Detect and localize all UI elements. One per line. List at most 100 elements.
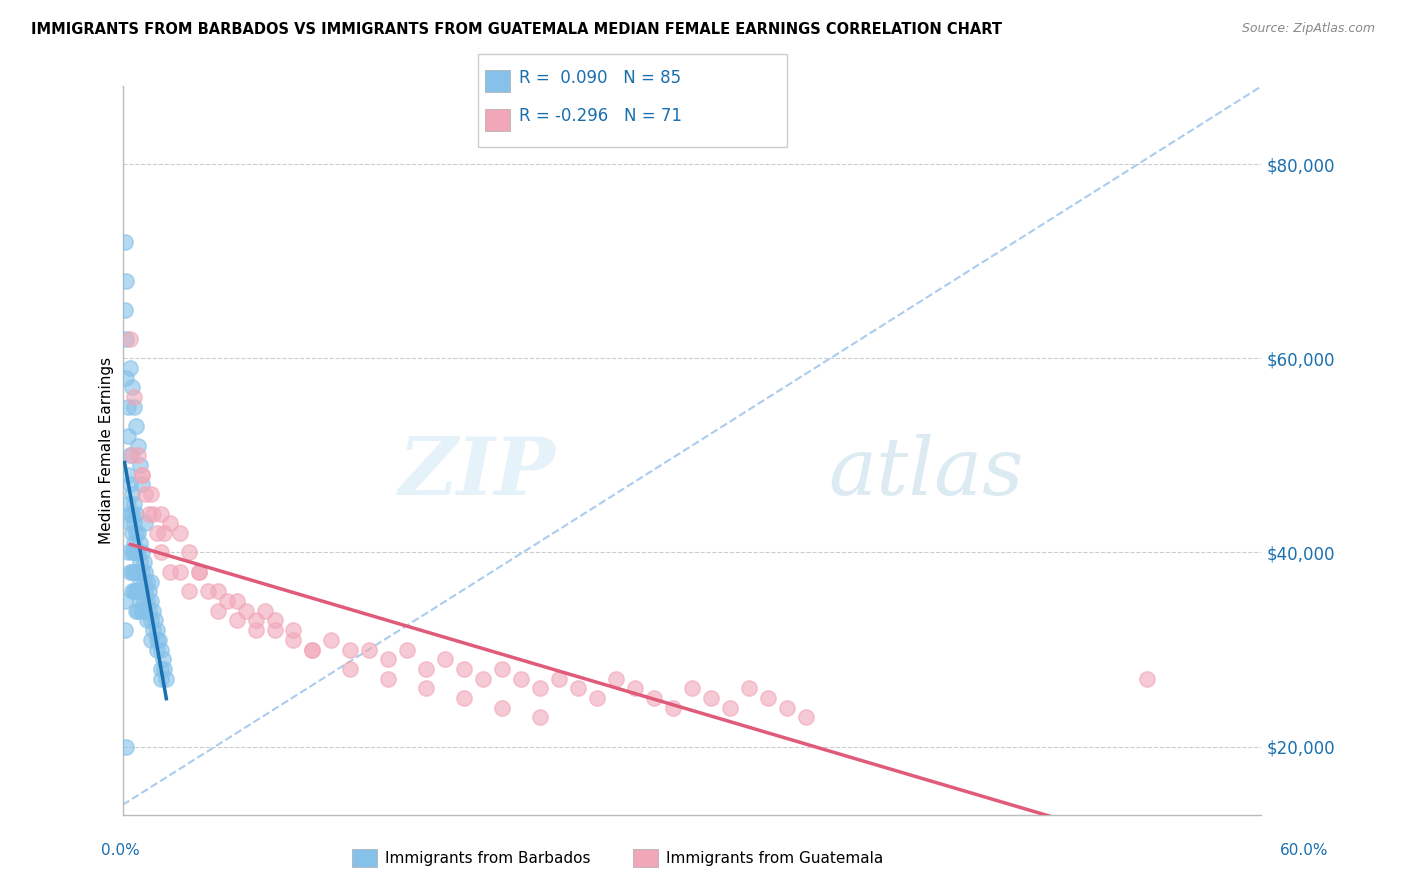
Point bbox=[141, 594, 163, 608]
Point bbox=[283, 623, 305, 637]
Point bbox=[120, 477, 142, 491]
Point bbox=[283, 632, 305, 647]
Point bbox=[321, 632, 343, 647]
Point bbox=[179, 584, 201, 599]
Point bbox=[235, 604, 257, 618]
Text: Immigrants from Barbados: Immigrants from Barbados bbox=[385, 851, 591, 865]
Point bbox=[136, 594, 159, 608]
Point bbox=[115, 370, 138, 384]
Point bbox=[146, 642, 169, 657]
Point bbox=[115, 739, 138, 754]
Point bbox=[117, 497, 139, 511]
Point bbox=[128, 594, 150, 608]
Point bbox=[263, 613, 285, 627]
Point bbox=[127, 448, 149, 462]
Point bbox=[121, 487, 143, 501]
Point bbox=[125, 507, 148, 521]
Point bbox=[415, 662, 437, 676]
Point bbox=[121, 448, 143, 462]
Point bbox=[149, 507, 172, 521]
Point bbox=[131, 604, 153, 618]
Point bbox=[149, 545, 172, 559]
Y-axis label: Median Female Earnings: Median Female Earnings bbox=[100, 357, 114, 544]
Point bbox=[128, 535, 150, 549]
Point bbox=[586, 691, 609, 706]
Point bbox=[136, 613, 159, 627]
Point bbox=[146, 632, 169, 647]
Point bbox=[141, 487, 163, 501]
Point bbox=[136, 574, 159, 589]
Point bbox=[415, 681, 437, 696]
Point bbox=[643, 691, 665, 706]
Point bbox=[128, 458, 150, 472]
Point bbox=[131, 477, 153, 491]
Text: Immigrants from Guatemala: Immigrants from Guatemala bbox=[666, 851, 884, 865]
Point bbox=[134, 584, 156, 599]
Point bbox=[115, 274, 138, 288]
Point bbox=[120, 516, 142, 531]
Text: IMMIGRANTS FROM BARBADOS VS IMMIGRANTS FROM GUATEMALA MEDIAN FEMALE EARNINGS COR: IMMIGRANTS FROM BARBADOS VS IMMIGRANTS F… bbox=[31, 22, 1002, 37]
Point bbox=[115, 332, 138, 346]
Point bbox=[187, 565, 209, 579]
Point bbox=[153, 662, 176, 676]
Point bbox=[122, 535, 145, 549]
Point bbox=[700, 691, 723, 706]
Point bbox=[756, 691, 779, 706]
Point bbox=[131, 584, 153, 599]
Point bbox=[122, 497, 145, 511]
Point bbox=[146, 526, 169, 541]
Point bbox=[125, 545, 148, 559]
Point bbox=[127, 526, 149, 541]
Point bbox=[142, 623, 165, 637]
Point bbox=[215, 594, 238, 608]
Point bbox=[134, 516, 156, 531]
Point bbox=[339, 642, 361, 657]
Point bbox=[149, 662, 172, 676]
Point bbox=[114, 623, 136, 637]
Point bbox=[225, 594, 247, 608]
Point bbox=[453, 691, 475, 706]
Text: R = -0.296   N = 71: R = -0.296 N = 71 bbox=[519, 107, 682, 125]
Text: 0.0%: 0.0% bbox=[101, 843, 141, 858]
Point bbox=[245, 623, 267, 637]
Point bbox=[127, 565, 149, 579]
Point bbox=[148, 632, 170, 647]
Point bbox=[114, 235, 136, 249]
Point bbox=[122, 516, 145, 531]
Point bbox=[396, 642, 419, 657]
Point bbox=[131, 545, 153, 559]
Point bbox=[121, 584, 143, 599]
Point bbox=[197, 584, 219, 599]
Point bbox=[146, 623, 169, 637]
Point bbox=[122, 390, 145, 404]
Point bbox=[152, 652, 174, 666]
Point bbox=[121, 380, 143, 394]
Point bbox=[138, 604, 160, 618]
Point bbox=[141, 574, 163, 589]
Point bbox=[142, 507, 165, 521]
Point bbox=[263, 623, 285, 637]
Text: R =  0.090   N = 85: R = 0.090 N = 85 bbox=[519, 69, 681, 87]
Point bbox=[510, 672, 533, 686]
Point bbox=[155, 672, 177, 686]
Point bbox=[127, 439, 149, 453]
Point bbox=[253, 604, 276, 618]
Point bbox=[134, 487, 156, 501]
Point bbox=[225, 613, 247, 627]
Point bbox=[128, 555, 150, 569]
Point bbox=[120, 507, 142, 521]
Point bbox=[117, 429, 139, 443]
Point bbox=[127, 584, 149, 599]
Point bbox=[127, 545, 149, 559]
Point bbox=[434, 652, 457, 666]
Point bbox=[159, 516, 181, 531]
Point bbox=[128, 574, 150, 589]
Point bbox=[134, 604, 156, 618]
Point bbox=[117, 545, 139, 559]
Point bbox=[377, 672, 399, 686]
Point bbox=[718, 700, 741, 714]
Point bbox=[132, 555, 155, 569]
Text: ZIP: ZIP bbox=[398, 434, 555, 511]
Point bbox=[131, 565, 153, 579]
Point bbox=[121, 507, 143, 521]
